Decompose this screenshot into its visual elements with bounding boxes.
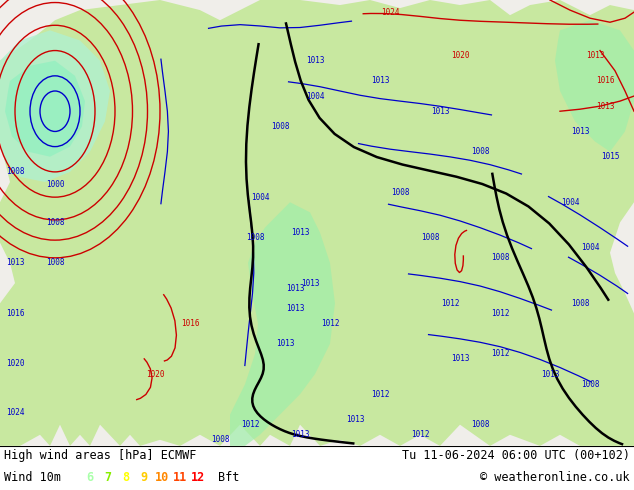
Text: 1020: 1020 [451,51,469,60]
Text: 1015: 1015 [601,152,619,161]
Text: Wind 10m: Wind 10m [4,471,61,485]
Text: 1008: 1008 [571,299,589,308]
Text: 1012: 1012 [371,390,389,399]
Text: 1012: 1012 [491,349,509,358]
Text: 1013: 1013 [451,354,469,364]
Text: High wind areas [hPa] ECMWF: High wind areas [hPa] ECMWF [4,449,197,463]
Text: 1013: 1013 [571,127,589,136]
Polygon shape [0,0,634,446]
Text: 1013: 1013 [286,284,304,293]
Text: 1008: 1008 [471,420,489,429]
Text: 6: 6 [86,471,94,485]
Text: 1013: 1013 [430,107,450,116]
Text: 8: 8 [122,471,129,485]
Text: 1013: 1013 [541,369,559,379]
Text: 1013: 1013 [586,51,604,60]
Text: 1016: 1016 [181,319,199,328]
Text: 10: 10 [155,471,169,485]
Text: 1013: 1013 [306,56,324,65]
Text: 1008: 1008 [391,188,410,196]
Text: 1013: 1013 [596,101,614,111]
Text: 1012: 1012 [411,430,429,439]
Text: 1020: 1020 [146,369,164,379]
Text: 1008: 1008 [46,258,64,268]
Text: 1016: 1016 [596,76,614,85]
Text: 12: 12 [191,471,205,485]
Text: 1013: 1013 [371,76,389,85]
Text: 1008: 1008 [471,147,489,156]
Text: 1008: 1008 [491,253,509,262]
Text: 1008: 1008 [421,233,439,242]
Text: 1008: 1008 [46,218,64,227]
Text: 1012: 1012 [321,319,339,328]
Text: 11: 11 [173,471,187,485]
Text: Bft: Bft [218,471,240,485]
Text: 9: 9 [141,471,148,485]
Text: 1008: 1008 [581,380,599,389]
Text: 1024: 1024 [381,8,399,17]
Polygon shape [230,202,335,446]
Text: 1013: 1013 [291,430,309,439]
Text: 1024: 1024 [6,408,24,417]
Text: 1013: 1013 [346,415,365,424]
Text: 1008: 1008 [210,435,230,444]
Text: 1004: 1004 [251,193,269,202]
Text: 1012: 1012 [441,299,459,308]
Text: 7: 7 [105,471,112,485]
Text: 1013: 1013 [6,258,24,268]
Text: 1013: 1013 [291,228,309,237]
Polygon shape [555,20,634,152]
Text: © weatheronline.co.uk: © weatheronline.co.uk [481,471,630,485]
Polygon shape [5,61,85,157]
Text: 1020: 1020 [6,360,24,368]
Text: 1008: 1008 [6,168,24,176]
Text: 1013: 1013 [286,304,304,313]
Text: 1008: 1008 [271,122,289,131]
Text: 1000: 1000 [46,179,64,189]
Text: 1004: 1004 [560,198,579,207]
Text: 1004: 1004 [306,92,324,100]
Text: 1013: 1013 [276,339,294,348]
Text: 1008: 1008 [246,233,264,242]
Text: Tu 11-06-2024 06:00 UTC (00+102): Tu 11-06-2024 06:00 UTC (00+102) [402,449,630,463]
Polygon shape [0,30,110,182]
Text: 1012: 1012 [241,420,259,429]
Text: 1004: 1004 [581,243,599,252]
Text: 1013: 1013 [301,279,320,288]
Text: 1016: 1016 [6,309,24,318]
Text: 1012: 1012 [491,309,509,318]
